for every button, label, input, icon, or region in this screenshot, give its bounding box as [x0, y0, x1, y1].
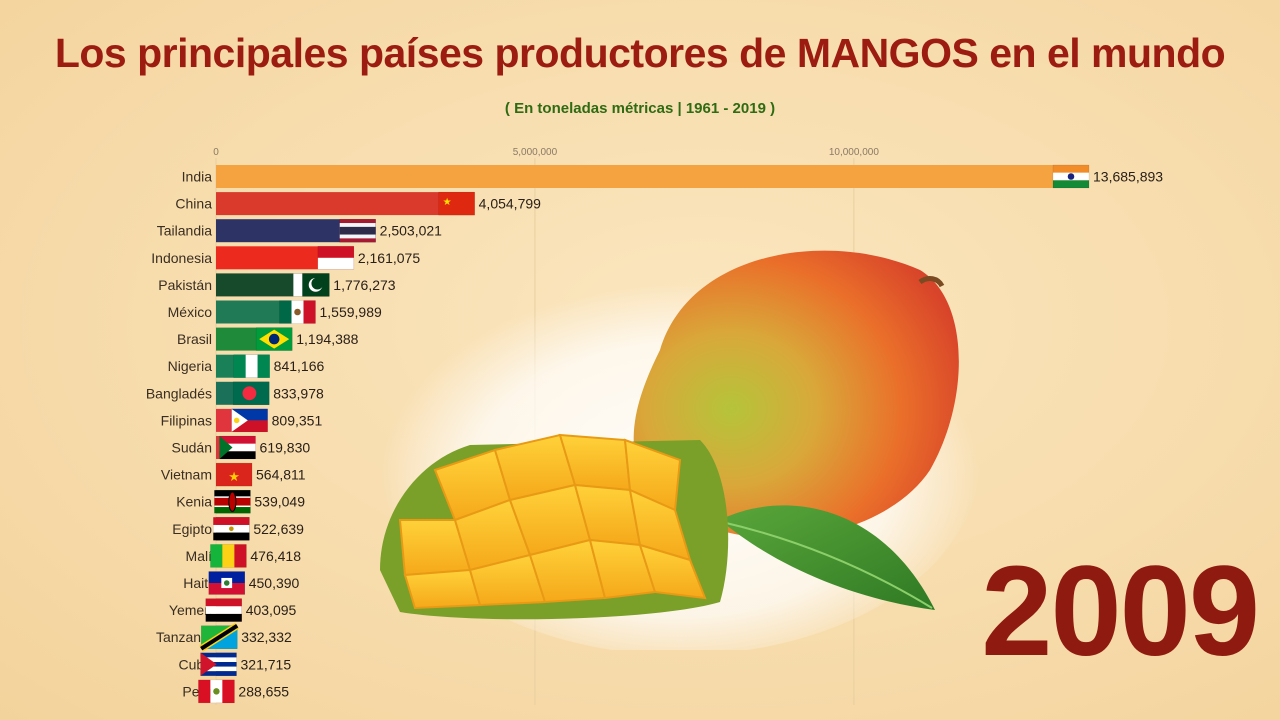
tanzania-flag [199, 622, 240, 652]
value-label: 1,559,989 [320, 304, 382, 320]
nigeria-flag [233, 354, 270, 378]
pakistan-flag [293, 273, 330, 297]
category-label: China [175, 196, 212, 212]
mexico-flag [279, 300, 316, 324]
vietnam-flag: ★ [215, 462, 253, 487]
x-tick-label: 10,000,000 [829, 147, 879, 158]
value-label: 403,095 [246, 602, 297, 618]
value-label: 841,166 [274, 358, 325, 374]
indonesia-flag [317, 246, 355, 270]
value-label: 1,776,273 [333, 277, 395, 293]
category-label: India [182, 169, 213, 185]
value-label: 564,811 [256, 467, 306, 483]
category-label: Indonesia [151, 250, 212, 266]
year-label: 2009 [981, 540, 1260, 683]
egypt-flag [213, 517, 250, 541]
thailand-flag [339, 218, 376, 243]
philippines-flag [231, 408, 268, 433]
category-label: México [168, 304, 213, 320]
category-label: Tailandia [157, 223, 212, 239]
china-flag: ★ [438, 191, 475, 216]
category-label: Brasil [177, 331, 212, 347]
svg-text:★: ★ [443, 197, 452, 208]
value-label: 332,332 [241, 629, 292, 645]
value-label: 539,049 [254, 494, 305, 510]
chart-subtitle: ( En toneladas métricas | 1961 - 2019 ) [504, 100, 776, 117]
yemen-flag [205, 598, 242, 622]
bar [216, 192, 475, 216]
category-label: Filipinas [161, 412, 212, 428]
brazil-flag [255, 327, 293, 351]
x-tick-label: 5,000,000 [513, 147, 558, 158]
value-label: 4,054,799 [479, 196, 541, 212]
value-label: 288,655 [238, 683, 289, 699]
category-label: Vietnam [161, 467, 212, 483]
value-label: 833,978 [273, 385, 324, 401]
peru-flag [198, 679, 235, 704]
category-label: Malí [186, 548, 213, 564]
value-label: 809,351 [272, 412, 323, 428]
category-label: Pakistán [158, 277, 212, 293]
svg-text:★: ★ [228, 470, 240, 485]
category-label: Egipto [172, 521, 212, 537]
mango-illustration [380, 250, 980, 650]
sudan-flag [219, 435, 256, 460]
category-label: Nigeria [168, 358, 213, 374]
value-label: 13,685,893 [1093, 169, 1163, 185]
value-label: 2,503,021 [380, 223, 442, 239]
category-label: Tanzania [156, 629, 212, 645]
bar [216, 219, 376, 243]
category-label: Sudán [172, 440, 212, 456]
kenya-flag [214, 489, 251, 514]
chart-title: Los principales países productores de MA… [54, 30, 1226, 76]
category-label: Yemen [169, 602, 212, 618]
mali-flag [210, 544, 247, 568]
value-label: 522,639 [253, 521, 304, 537]
value-label: 1,194,388 [296, 331, 358, 347]
india-flag [1052, 164, 1090, 189]
bars: India 13,685,893 China ★ 4,054,799 Tailandia 2… [146, 164, 1163, 704]
value-label: 619,830 [260, 440, 311, 456]
value-label: 321,715 [241, 656, 292, 672]
x-tick-label: 0 [213, 147, 219, 158]
bar [216, 165, 1089, 188]
value-label: 450,390 [249, 575, 300, 591]
category-label: Haití [183, 575, 212, 591]
cuba-flag [200, 652, 237, 677]
bangladesh-flag [232, 381, 270, 406]
value-label: 2,161,075 [358, 250, 420, 266]
x-axis-ticks: 0 5,000,000 10,000,000 [213, 147, 879, 158]
haiti-flag [208, 571, 245, 595]
category-label: Bangladés [146, 385, 212, 401]
category-label: Kenia [176, 494, 212, 510]
value-label: 476,418 [250, 548, 301, 564]
